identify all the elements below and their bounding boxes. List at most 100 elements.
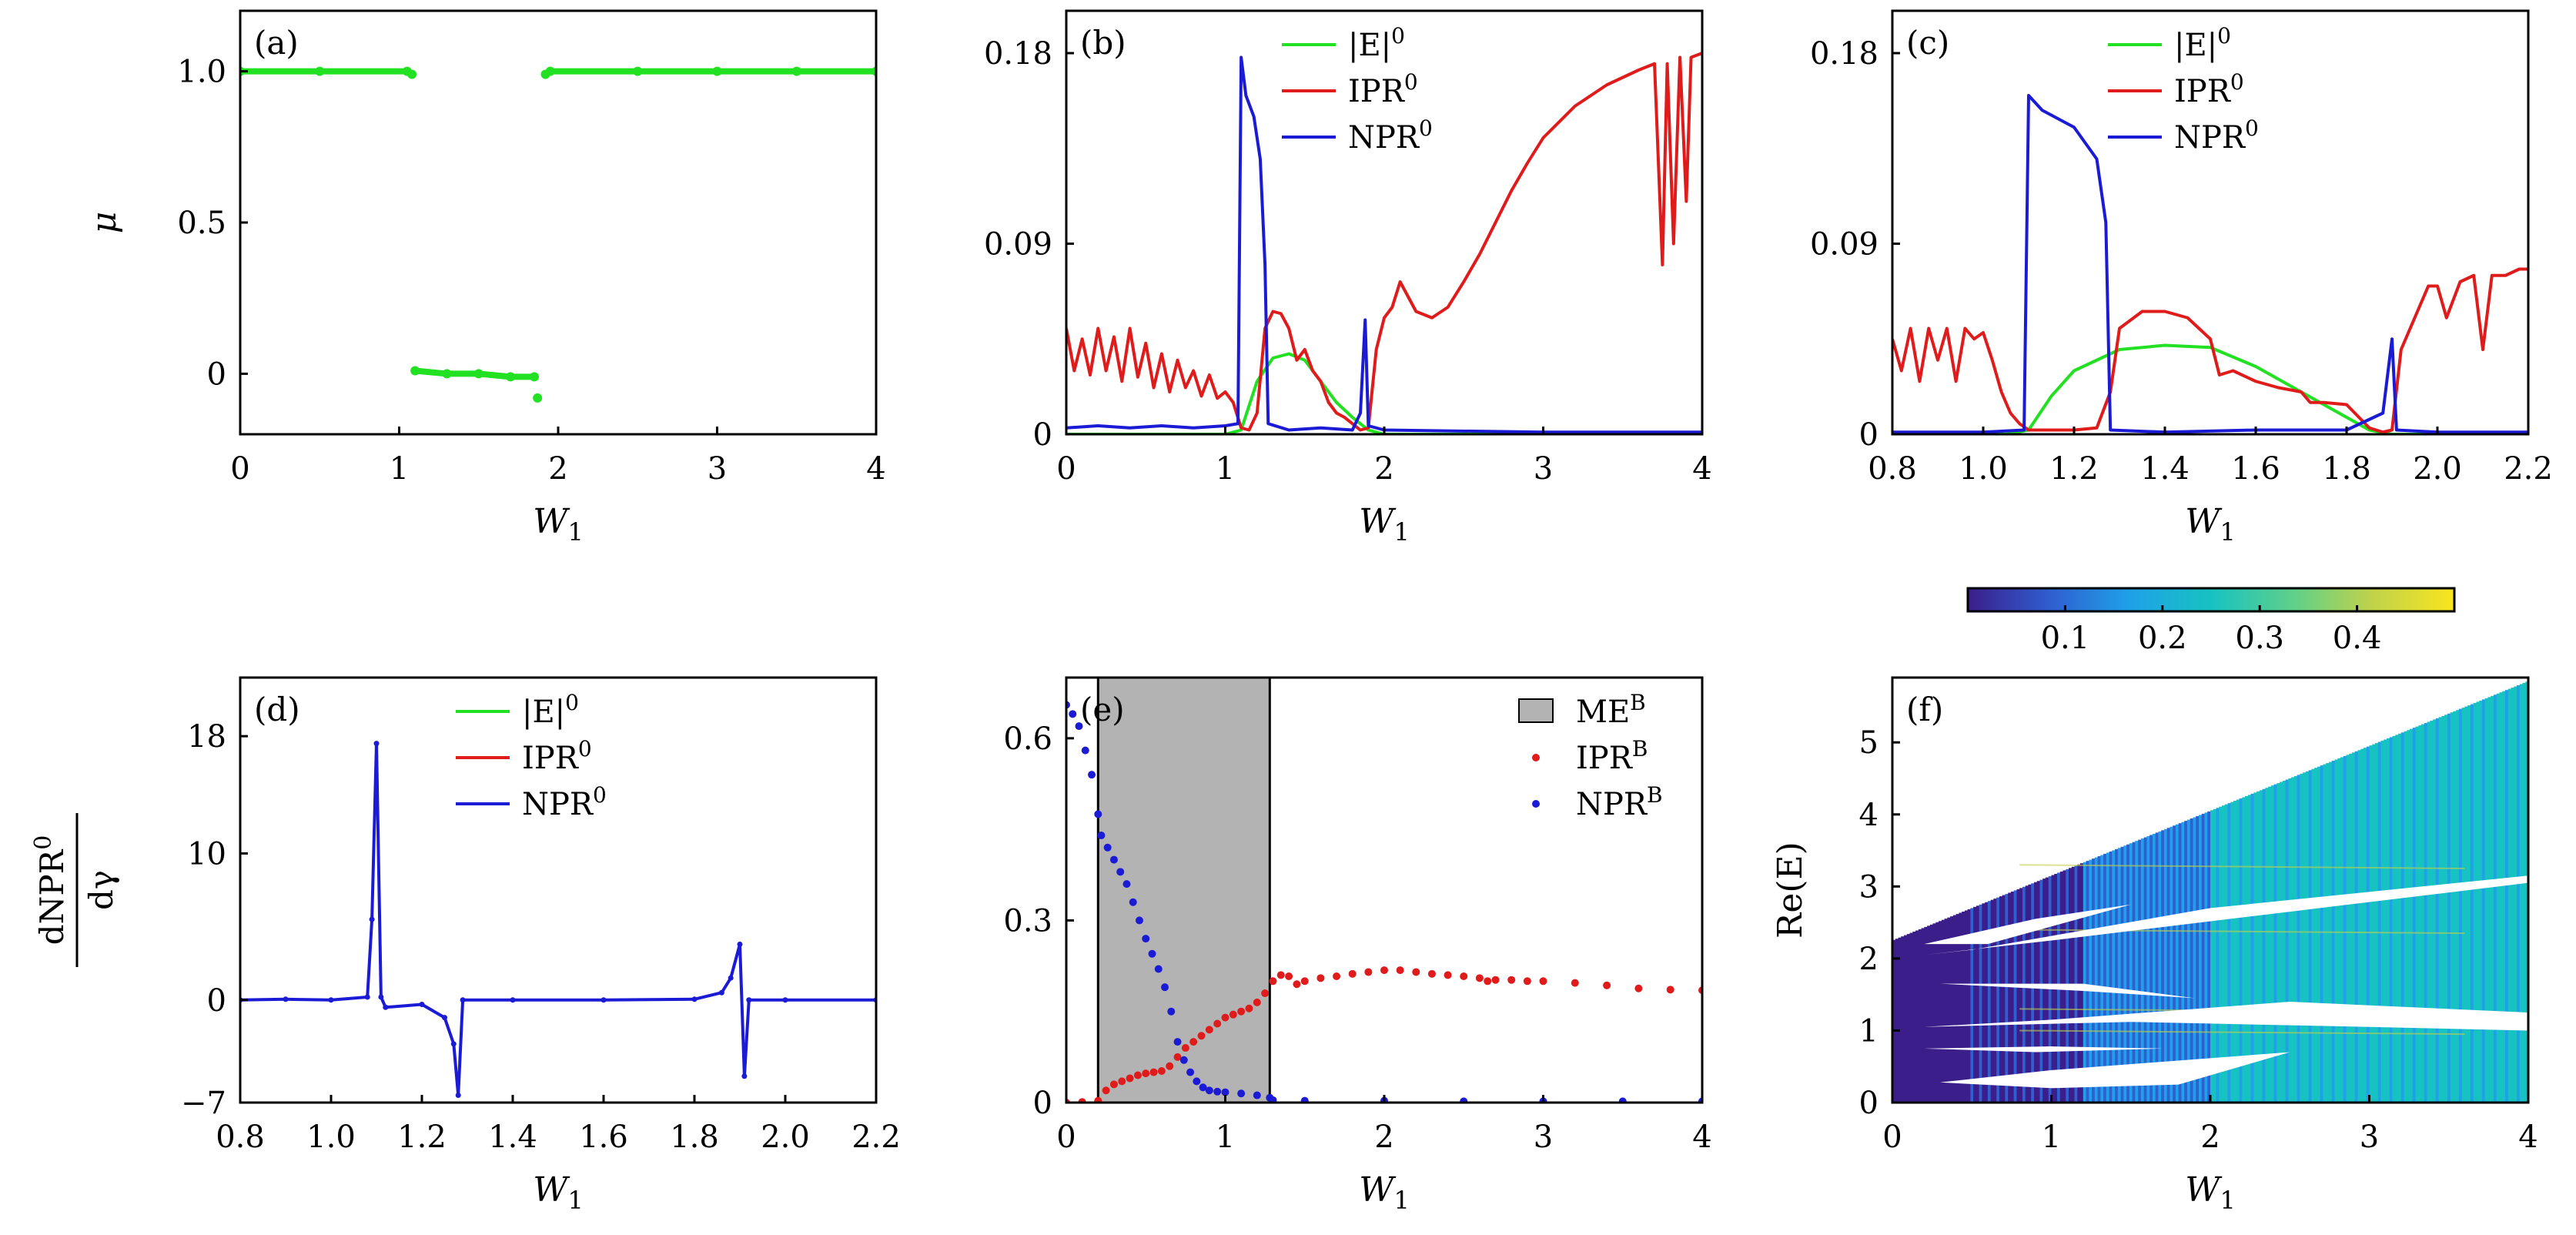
- y-axis-label-numerator: dNPR0: [30, 835, 71, 945]
- spectrum-strip: [2277, 783, 2280, 1103]
- spectrum-strip: [2242, 797, 2246, 1103]
- spectrum-strip: [2308, 770, 2313, 1103]
- spectrum-strip: [1964, 910, 1969, 1103]
- y-tick-label: 0: [207, 983, 226, 1019]
- spectrum-strip: [2262, 788, 2266, 1103]
- spectrum-strip: [2424, 723, 2428, 1103]
- spectrum-strip: [1979, 904, 1982, 1103]
- data-point: [1396, 966, 1404, 975]
- spectrum-strip: [1959, 912, 1962, 1103]
- spectrum-strip: [2305, 771, 2310, 1103]
- panel-label: (c): [1906, 24, 1949, 62]
- spectrum-strip: [2184, 821, 2188, 1103]
- spectrum-strip: [2380, 740, 2384, 1103]
- data-point: [1261, 989, 1270, 998]
- spectrum-strip: [2473, 703, 2477, 1103]
- spectrum-strip: [2447, 713, 2451, 1103]
- data-point: [1088, 771, 1096, 779]
- spectrum-strip: [2323, 764, 2327, 1103]
- y-tick-label: 0.6: [1003, 721, 1052, 757]
- data-point: [1205, 1086, 1213, 1095]
- legend-label: NPR0: [1348, 115, 1433, 156]
- spectrum-strip: [2132, 842, 2136, 1103]
- x-tick-label: 2: [1374, 1120, 1393, 1155]
- spectrum-strip: [2504, 690, 2509, 1103]
- series-line: [414, 367, 535, 380]
- x-tick-label: 3: [1534, 1120, 1553, 1155]
- data-point: [1189, 1038, 1198, 1046]
- data-point: [1126, 1074, 1134, 1083]
- data-point: [1285, 972, 1293, 980]
- legend-label: MEB: [1576, 690, 1646, 730]
- legend-label-sup: 0: [2230, 69, 2244, 95]
- spectrum-strip: [2438, 717, 2442, 1103]
- x-tick-label: 1.0: [1959, 451, 2008, 487]
- y-axis-label: μ: [85, 212, 124, 234]
- x-tick-label: 2: [1374, 451, 1393, 487]
- x-tick-label: 3: [2360, 1120, 2379, 1155]
- data-point: [1460, 972, 1468, 980]
- spectrum-strip: [1982, 903, 1986, 1103]
- spectrum-strip: [1932, 923, 1936, 1103]
- y-tick-label: 0: [207, 356, 226, 392]
- data-point: [1148, 949, 1156, 958]
- data-point: [1097, 832, 1106, 840]
- data-point: [1118, 1077, 1126, 1086]
- x-tick-label: 1: [1216, 1120, 1235, 1155]
- spectrum-strip: [2430, 720, 2434, 1103]
- spectrum-strip: [2138, 839, 2142, 1103]
- spectrum-strip: [2247, 795, 2252, 1103]
- spectrum-strip: [2493, 694, 2497, 1103]
- data-point: [510, 997, 516, 1003]
- spectrum-strip: [2146, 836, 2150, 1103]
- spectrum-strip: [2250, 793, 2254, 1103]
- y-tick-label: 0.18: [984, 36, 1052, 72]
- spectrum-strip: [2039, 879, 2043, 1103]
- spectrum-strip: [2487, 697, 2491, 1103]
- data-point: [1539, 977, 1547, 986]
- spectrum-strip: [2077, 864, 2081, 1103]
- spectrum-strip: [2143, 837, 2147, 1103]
- data-point: [1179, 1056, 1188, 1064]
- x-tick-label: 1.4: [2140, 451, 2190, 487]
- spectrum-strip: [2230, 802, 2234, 1103]
- data-point: [1245, 1004, 1253, 1012]
- spectrum-strip: [2265, 788, 2269, 1103]
- legend-label-sup: B: [1647, 782, 1663, 808]
- data-point: [1069, 710, 1077, 718]
- y-tick-label: 0.09: [984, 227, 1052, 263]
- spectrum-strip: [2484, 698, 2489, 1103]
- spectrum-strip: [2384, 739, 2387, 1103]
- data-point: [1122, 880, 1131, 889]
- data-point: [407, 69, 417, 79]
- y-axis-label: dNPR0 dγ: [30, 813, 120, 967]
- data-point: [1197, 1032, 1206, 1040]
- spectrum-strip: [2245, 795, 2249, 1103]
- panel-label: (a): [254, 24, 299, 62]
- x-tick-label: 1.2: [2049, 451, 2099, 487]
- spectrum-strip: [2360, 748, 2364, 1103]
- series-line: [1066, 352, 1702, 434]
- x-tick-label: 1.2: [397, 1120, 447, 1155]
- y-axis-label-denominator: dγ: [82, 870, 120, 910]
- spectrum-strip: [2117, 848, 2122, 1103]
- spectrum-strip: [2028, 884, 2032, 1103]
- spectrum-strip: [2357, 750, 2361, 1103]
- data-point: [1221, 1088, 1229, 1096]
- x-tick-label: 4: [2518, 1120, 2538, 1155]
- legend-label: NPR0: [2174, 115, 2259, 156]
- data-point: [419, 1001, 425, 1007]
- data-point: [1116, 868, 1125, 876]
- spectral-gap: [1924, 1046, 2163, 1053]
- spectrum-strip: [1970, 908, 1974, 1103]
- spectrum-strip: [2450, 712, 2454, 1103]
- x-axis-label-sub: 1: [1393, 517, 1409, 547]
- data-point: [1103, 843, 1112, 852]
- legend-label-sup: 0: [578, 736, 592, 761]
- data-point: [1269, 977, 1277, 986]
- y-tick-label: 1: [1859, 1013, 1878, 1049]
- panel-c: 0.8 1.0 1.2 1.4 1.6 1.8 2.0 2.2 0 0.09 0.18 W1 (c) |E…: [1810, 9, 2553, 547]
- y-tick-label: 1.0: [177, 55, 226, 90]
- spectrum-strip: [2129, 843, 2133, 1103]
